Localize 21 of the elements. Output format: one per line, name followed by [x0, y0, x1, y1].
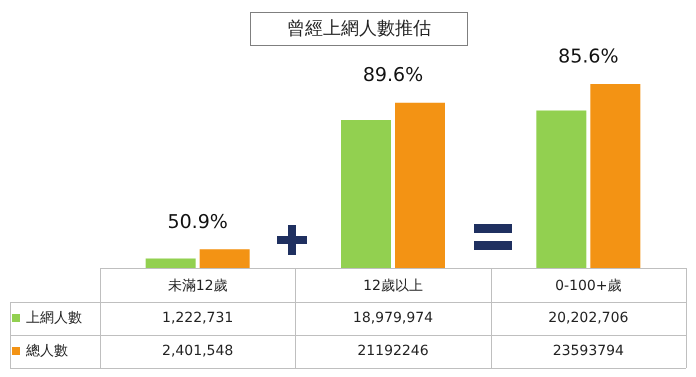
data-label: 23593794 — [552, 342, 625, 361]
data-label: 20,202,706 — [547, 309, 630, 328]
legend-label: 上網人數 — [25, 309, 82, 328]
bar — [200, 249, 250, 268]
x-tick-label: 0-100+歲 — [555, 278, 622, 294]
chart-title: 曾經上網人數推估 — [250, 12, 468, 46]
data-label: 1,222,731 — [161, 309, 234, 328]
annotation: 50.9% — [167, 210, 228, 233]
bar — [146, 258, 196, 268]
annotation: 89.6% — [362, 64, 424, 86]
x-tick-label: 12歲以上 — [363, 278, 423, 294]
bar — [536, 110, 586, 268]
data-label: 21192246 — [356, 342, 430, 361]
legend-label: 總人數 — [25, 342, 68, 361]
text: 85.6% — [558, 46, 619, 68]
data-label: 2,401,548 — [161, 342, 234, 361]
x-tick-label: 未滿12歲 — [168, 278, 228, 294]
bar — [341, 120, 391, 268]
bar — [395, 102, 445, 268]
data-label: 18,979,974 — [352, 309, 434, 328]
bar — [590, 84, 640, 268]
